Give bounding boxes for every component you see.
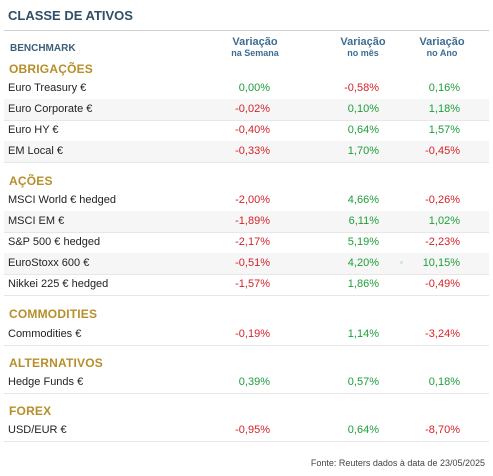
row-name: S&P 500 € hedged (8, 236, 101, 248)
row-name: MSCI EM € (8, 215, 65, 227)
row-name: Nikkei 225 € hedged (8, 278, 109, 290)
table-row: Commodities € -0,19% 1,14% -3,24% (4, 324, 489, 346)
year-value: -3,24% (425, 328, 460, 340)
row-name: EuroStoxx 600 € (8, 257, 90, 269)
row-name: EM Local € (8, 145, 64, 157)
table-row: Nikkei 225 € hedged -1,57% 1,86% -0,49% (4, 274, 489, 296)
title-divider (4, 30, 489, 31)
table-row: EM Local € -0,33% 1,70% -0,45% (4, 141, 489, 163)
table-row: MSCI World € hedged -2,00% 4,66% -0,26% (4, 190, 489, 212)
row-name: Euro Corporate € (8, 103, 93, 115)
section-title-acoes: AÇÕES (9, 174, 53, 188)
year-header-line1: Variação (419, 36, 465, 48)
year-value: -0,49% (425, 278, 460, 290)
row-name: Commodities € (8, 328, 82, 340)
table-row: Euro HY € -0,40% 0,64% 1,57% (4, 120, 489, 142)
year-value: 1,18% (428, 103, 460, 115)
month-value: 5,19% (347, 236, 379, 248)
table-row: Euro Corporate € -0,02% 0,10% 1,18% (4, 99, 489, 121)
week-value: -2,00% (235, 194, 270, 206)
table-row: Euro Treasury € 0,00% -0,58% 0,16% (4, 78, 489, 100)
month-value: 1,86% (347, 278, 379, 290)
table-row: EuroStoxx 600 € -0,51% 4,20% 10,15% (4, 253, 489, 275)
month-value: 1,14% (347, 328, 379, 340)
week-value: -1,89% (235, 215, 270, 227)
week-value: -0,02% (235, 103, 270, 115)
benchmark-header: BENCHMARK (10, 43, 76, 54)
table-row: Hedge Funds € 0,39% 0,57% 0,18% (4, 372, 489, 394)
row-name: USD/EUR € (8, 424, 67, 436)
source-footnote: Fonte: Reuters dados à data de 23/05/202… (310, 458, 485, 468)
year-value: -0,26% (425, 194, 460, 206)
year-value: 0,18% (428, 376, 460, 388)
week-value: -0,95% (235, 424, 270, 436)
week-value: -2,17% (235, 236, 270, 248)
month-value: 0,10% (347, 103, 379, 115)
month-value: 4,66% (347, 194, 379, 206)
month-value: 4,20% (347, 257, 379, 269)
section-title-forex: FOREX (9, 404, 52, 418)
row-name: Euro HY € (8, 124, 59, 136)
month-value: 0,64% (347, 424, 379, 436)
table-row: USD/EUR € -0,95% 0,64% -8,70% (4, 420, 489, 442)
page-title: CLASSE DE ATIVOS (8, 8, 133, 23)
month-value: 0,57% (347, 376, 379, 388)
year-value: -0,45% (425, 145, 460, 157)
row-name: MSCI World € hedged (8, 194, 117, 206)
indicator-dot (400, 261, 403, 264)
row-name: Hedge Funds € (8, 376, 84, 388)
week-value: 0,39% (238, 376, 270, 388)
section-title-obrigacoes: OBRIGAÇÕES (9, 62, 94, 76)
month-value: 6,11% (348, 215, 379, 227)
year-value: 1,57% (428, 124, 460, 136)
year-value: 10,15% (422, 257, 460, 269)
table-row: MSCI EM € -1,89% 6,11% 1,02% (4, 211, 489, 233)
month-value: 0,64% (347, 124, 379, 136)
month-value: -0,58% (344, 82, 379, 94)
table-row: S&P 500 € hedged -2,17% 5,19% -2,23% (4, 232, 489, 254)
year-value: -2,23% (425, 236, 460, 248)
month-value: 1,70% (347, 145, 379, 157)
week-value: -0,51% (235, 257, 270, 269)
year-value: -8,70% (425, 424, 460, 436)
year-value: 0,16% (428, 82, 460, 94)
week-value: -0,40% (235, 124, 270, 136)
month-column-header: Variação no mês (318, 37, 408, 59)
month-header-line2: no mês (347, 48, 379, 58)
week-value: -1,57% (235, 278, 270, 290)
week-column-header: Variação na Semana (205, 37, 305, 59)
week-header-line2: na Semana (231, 48, 279, 58)
year-column-header: Variação no Ano (402, 37, 482, 59)
row-name: Euro Treasury € (8, 82, 87, 94)
week-header-line1: Variação (232, 36, 278, 48)
section-title-alternativos: ALTERNATIVOS (9, 356, 103, 370)
year-value: 1,02% (428, 215, 460, 227)
week-value: -0,33% (235, 145, 270, 157)
month-header-line1: Variação (340, 36, 386, 48)
section-title-commodities: COMMODITIES (9, 307, 98, 321)
year-header-line2: no Ano (426, 48, 458, 58)
week-value: -0,19% (235, 328, 270, 340)
week-value: 0,00% (238, 82, 270, 94)
